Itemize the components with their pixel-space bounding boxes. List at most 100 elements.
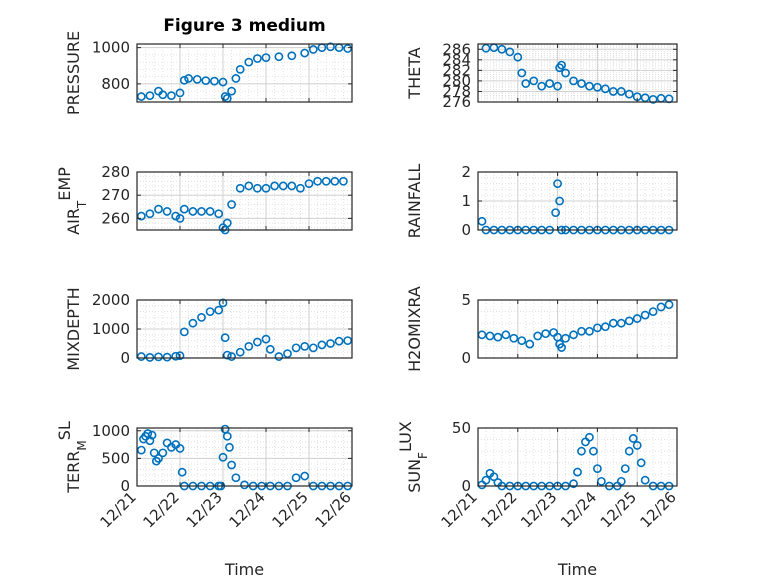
data-point (252, 183, 262, 193)
data-point (222, 218, 232, 228)
data-point (640, 310, 650, 320)
y-tick-label: 270 (101, 186, 130, 204)
data-point (600, 322, 610, 332)
y-axis-label: PRESSURE (64, 31, 83, 115)
data-point (330, 176, 340, 186)
data-point (513, 52, 523, 62)
data-point (274, 52, 284, 62)
y-tick-label: 280 (101, 163, 130, 181)
y-tick-label: 0 (120, 477, 130, 495)
data-point (175, 351, 185, 361)
panel-pressure: 800 1000 PRESSURE Figure 3 medium (64, 16, 353, 115)
data-point (218, 452, 228, 462)
data-point (485, 331, 495, 341)
y-axis-label-rest: EMP (55, 167, 74, 201)
data-point (278, 181, 288, 191)
data-point (291, 473, 301, 483)
data-point (177, 467, 187, 477)
axes-box (136, 43, 353, 103)
data-point (214, 305, 224, 315)
data-point (235, 64, 245, 74)
data-point (175, 88, 185, 98)
data-point (573, 467, 582, 477)
data-point (300, 48, 310, 58)
data-point (577, 446, 586, 456)
x-tick-label: 12/21 (97, 488, 140, 531)
y-axis-label: TERRMSL (55, 421, 90, 494)
data-point (231, 473, 241, 483)
y-tick-label: 2 (461, 163, 471, 181)
data-point (270, 181, 279, 191)
y-axis-label-main: H2OMIXRA (405, 286, 424, 372)
y-axis-label: SUNFLUX (396, 421, 431, 493)
panel-h2omixra: 0 5 H2OMIXRA (405, 286, 678, 372)
data-point (569, 479, 578, 489)
data-point (553, 179, 562, 188)
data-point (517, 336, 527, 345)
x-tick-label: 12/24 (557, 488, 600, 531)
y-tick-label: 278 (442, 82, 471, 100)
data-point (343, 336, 353, 345)
x-axis-label: Time (557, 560, 597, 579)
y-tick-label: 1000 (92, 320, 130, 338)
data-point (184, 74, 193, 83)
y-axis-label-main: RAINFALL (405, 164, 424, 239)
y-tick-label: 50 (452, 419, 471, 437)
y-tick-label: 1 (461, 192, 471, 210)
data-point (628, 434, 638, 443)
data-point (616, 87, 626, 96)
data-point (551, 208, 561, 217)
y-axis-label: RAINFALL (405, 164, 424, 239)
data-point (252, 337, 262, 347)
panel-air_temp: 260 270 280 AIRTEMP (55, 163, 353, 235)
axes-box (477, 427, 678, 487)
data-point (525, 339, 535, 349)
data-point (154, 204, 163, 214)
data-point (218, 298, 228, 308)
data-point (145, 209, 155, 219)
plot-area (137, 172, 352, 230)
data-point (557, 343, 566, 352)
y-tick-label: 282 (442, 61, 471, 79)
data-point (171, 211, 181, 221)
data-point (321, 176, 331, 186)
y-tick-label: 284 (442, 51, 471, 69)
data-point (235, 347, 245, 357)
y-axis-label-main: MIXDEPTH (64, 287, 83, 370)
data-point (149, 448, 159, 458)
y-tick-label: 800 (101, 75, 130, 93)
y-axis-label-main: SUN (405, 459, 424, 493)
y-tick-label: 0 (120, 349, 130, 367)
y-tick-label: 0 (461, 221, 471, 239)
data-point (244, 57, 254, 67)
axes-box (136, 171, 353, 231)
data-point (338, 176, 348, 186)
y-tick-label: 5 (461, 291, 471, 309)
data-point (136, 445, 146, 455)
data-point (317, 340, 327, 350)
y-axis-label-sub: M (75, 440, 89, 450)
data-point (188, 207, 198, 216)
y-tick-label: 280 (442, 72, 471, 90)
axes-box (136, 427, 353, 487)
x-axis-label: Time (224, 560, 264, 579)
axes-box (477, 43, 678, 103)
data-point (509, 333, 519, 343)
data-point (648, 307, 658, 316)
data-point (593, 464, 602, 473)
y-axis-label: THETA (405, 47, 424, 99)
panel-mixdepth: 0 1000 2000 MIXDEPTH (64, 287, 353, 371)
data-point (505, 47, 515, 57)
data-point (589, 446, 598, 456)
data-point (308, 45, 318, 54)
data-point (326, 42, 335, 52)
data-point (283, 349, 292, 359)
data-point (557, 60, 566, 70)
data-point (624, 446, 634, 456)
data-point (561, 333, 570, 343)
data-point (188, 318, 198, 328)
y-tick-label: 286 (442, 40, 471, 58)
data-point (240, 480, 249, 490)
